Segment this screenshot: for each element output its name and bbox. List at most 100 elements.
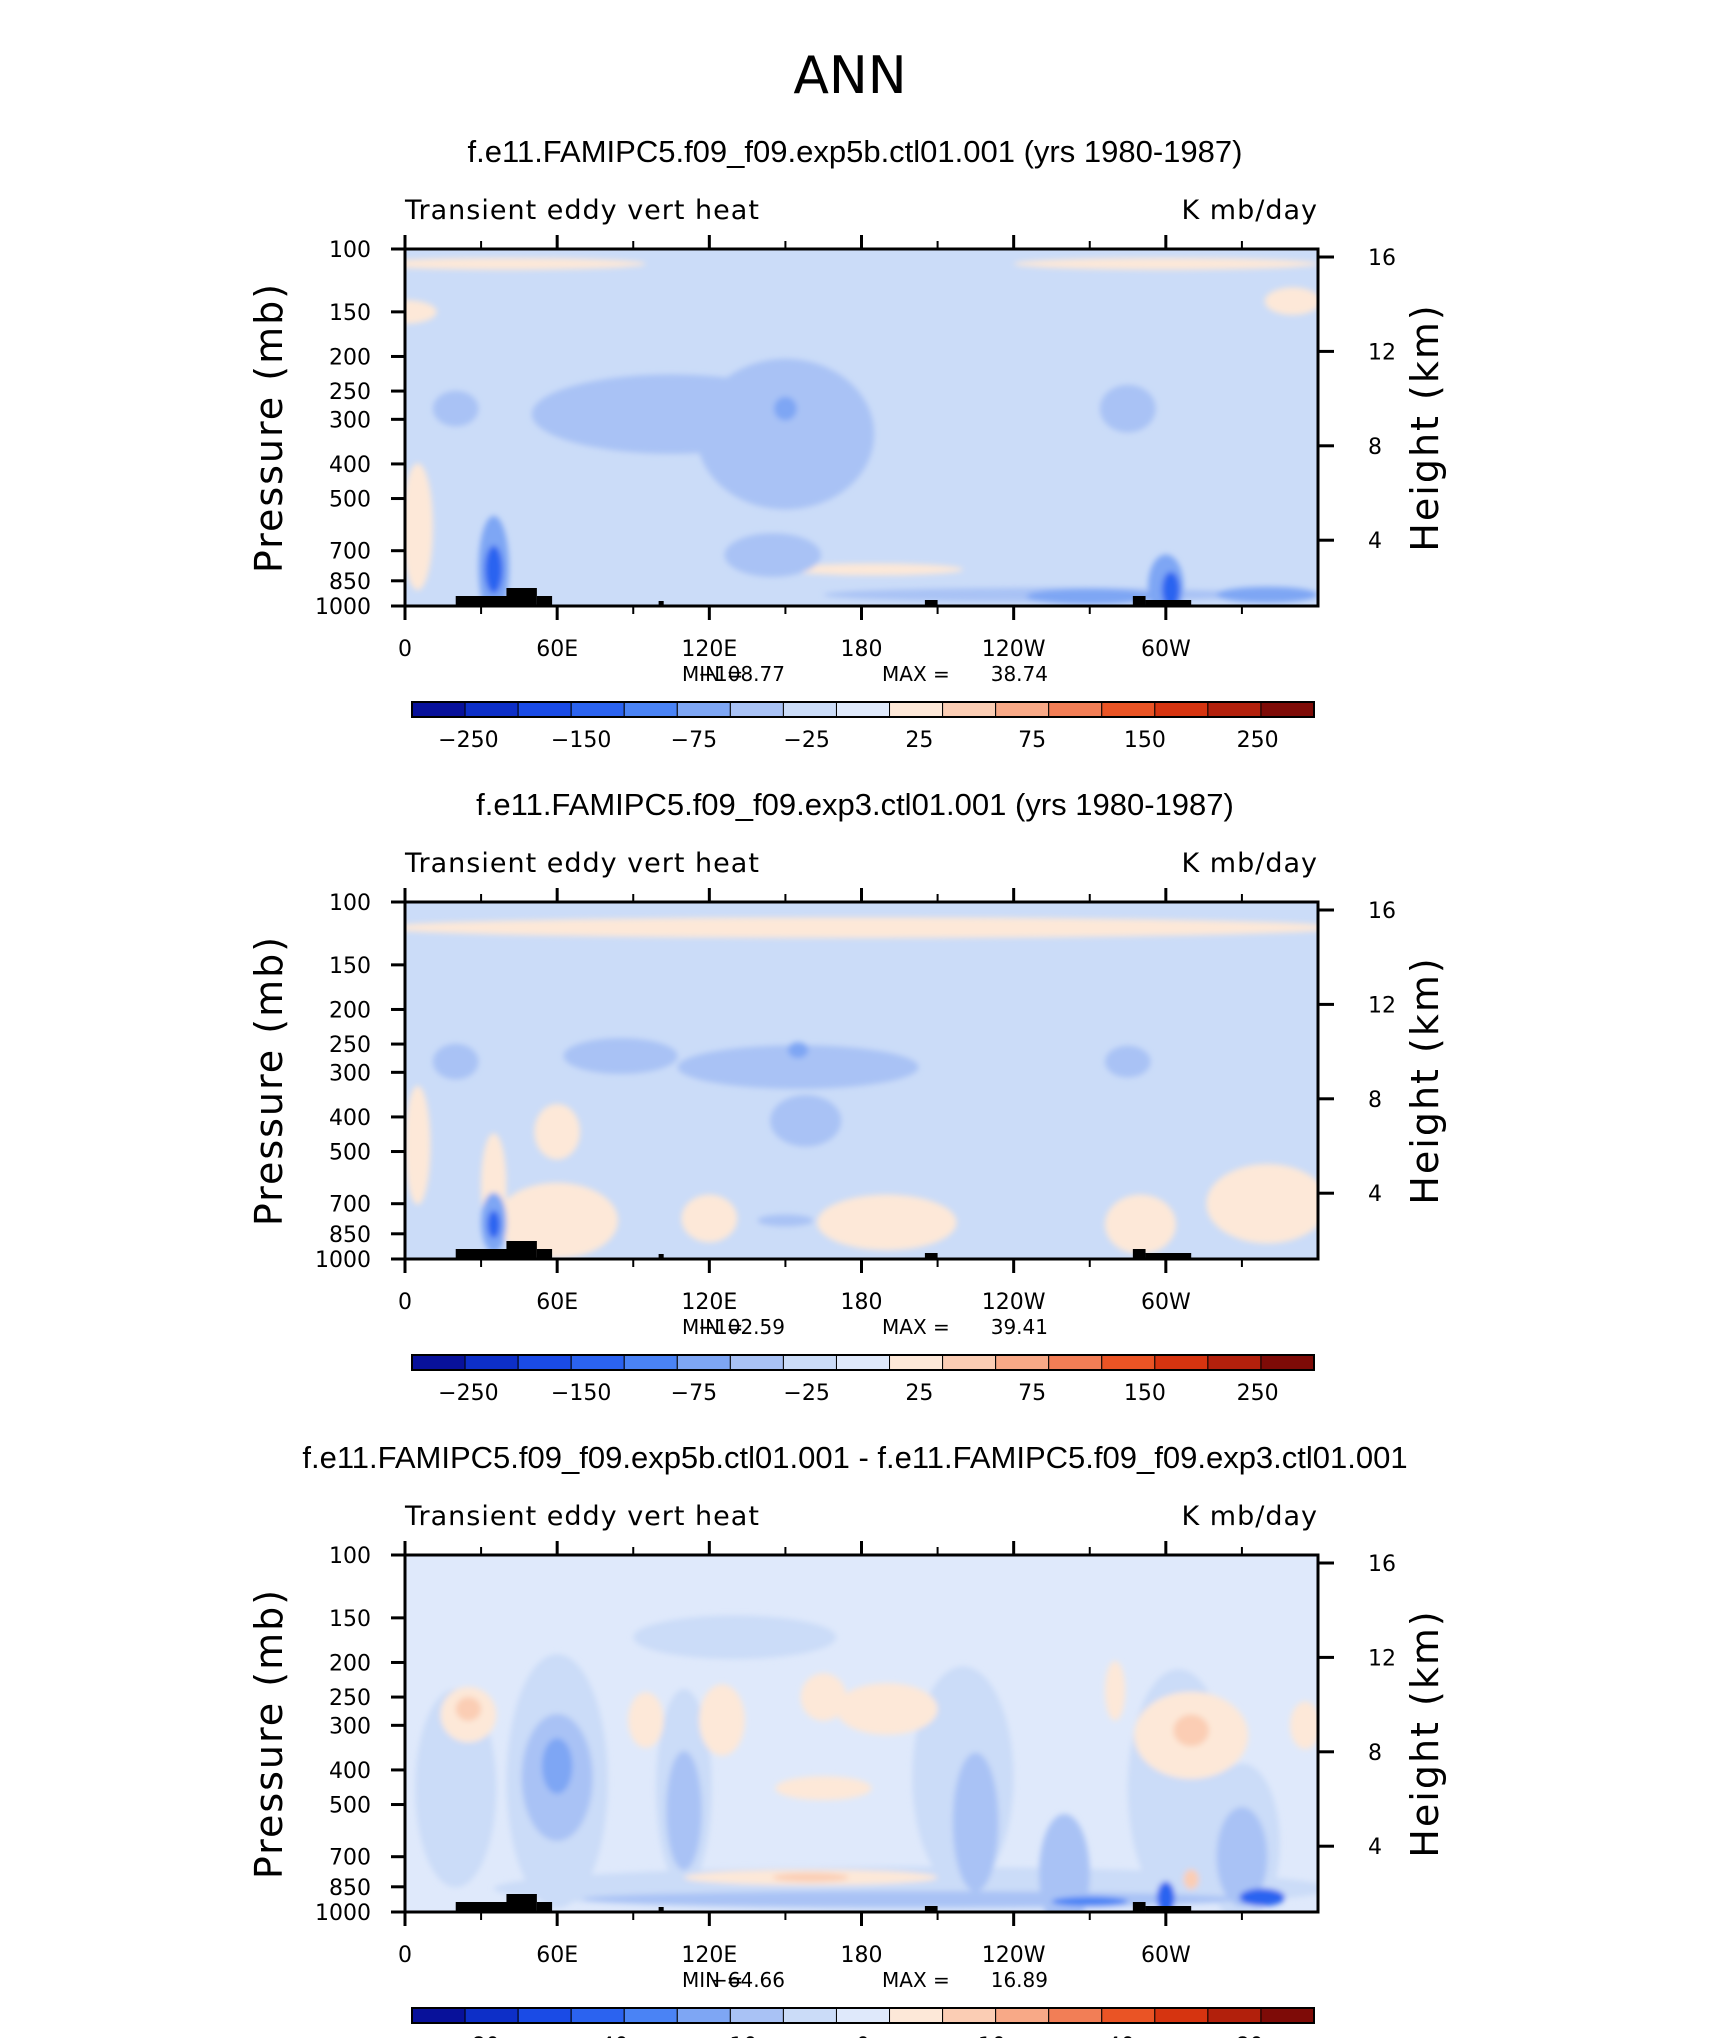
colorbar-label: −250 <box>438 728 498 753</box>
topography-mask <box>506 1241 537 1259</box>
colorbar-box <box>835 701 891 718</box>
colorbar-label: −40 <box>582 2034 628 2038</box>
y-tick-label: 300 <box>329 1061 371 1086</box>
contour-region <box>455 1697 482 1721</box>
y2-tick-label: 4 <box>1368 1182 1382 1207</box>
max-label: MAX = <box>882 662 950 686</box>
y-tick-label: 850 <box>329 1876 371 1901</box>
colorbar-box <box>942 701 997 718</box>
max-value: 16.89 <box>991 1968 1048 1992</box>
colorbar-box <box>729 2007 784 2024</box>
contour-region <box>405 1085 431 1205</box>
contour-region <box>699 1684 745 1756</box>
contour-region <box>1239 1888 1286 1907</box>
y-tick-label: 1000 <box>315 1248 371 1273</box>
contour-region <box>1104 1045 1151 1078</box>
colorbar-box <box>1260 701 1315 718</box>
x-tick-label: 120W <box>982 637 1046 662</box>
y-tick-label: 200 <box>329 998 371 1023</box>
colorbar-box <box>676 701 731 718</box>
y2-tick-label: 12 <box>1368 993 1396 1018</box>
y-tick-label: 150 <box>329 954 371 979</box>
contour-region <box>432 1043 479 1080</box>
figure-title: ANN <box>793 46 906 106</box>
y-tick-label: 200 <box>329 1651 371 1676</box>
colorbar-box <box>942 1354 997 1371</box>
colorbar-box <box>623 701 678 718</box>
colorbar-label: 150 <box>1124 1381 1166 1406</box>
colorbar-box <box>835 2007 891 2024</box>
y-tick-label: 250 <box>329 1686 371 1711</box>
contour-region <box>1264 287 1318 316</box>
colorbar-box <box>1101 701 1156 718</box>
contour-region <box>1156 1881 1175 1912</box>
y2-tick-label: 16 <box>1368 899 1396 924</box>
colorbar-box <box>782 1354 837 1371</box>
topography-mask <box>658 1254 664 1259</box>
contour-region <box>774 396 797 421</box>
y-tick-label: 850 <box>329 1223 371 1248</box>
x-tick-label: 120W <box>982 1290 1046 1315</box>
colorbar-box <box>464 2007 519 2024</box>
y2-tick-label: 16 <box>1368 246 1396 271</box>
colorbar-box <box>782 2007 837 2024</box>
x-tick-label: 60E <box>536 1290 578 1315</box>
y2-axis-title: Height (km) <box>1403 303 1447 551</box>
max-label: MAX = <box>882 1315 950 1339</box>
colorbar-box <box>517 701 572 718</box>
y-tick-label: 700 <box>329 1193 371 1218</box>
y2-tick-label: 4 <box>1368 529 1382 554</box>
colorbar-label: −75 <box>671 728 717 753</box>
contour-region <box>1051 1896 1128 1907</box>
contour-region <box>772 1873 849 1882</box>
contour-region <box>817 1194 957 1251</box>
colorbar-box <box>835 1354 891 1371</box>
colorbar-box <box>517 2007 572 2024</box>
x-tick-label: 60E <box>536 1943 578 1968</box>
y-tick-label: 100 <box>329 891 371 916</box>
colorbar-box <box>464 701 519 718</box>
topography-mask <box>1145 1906 1192 1912</box>
y-tick-label: 400 <box>329 453 371 478</box>
x-tick-label: 0 <box>398 1943 412 1968</box>
colorbar-label: 75 <box>1018 1381 1046 1406</box>
contour-region <box>696 358 875 510</box>
y-tick-label: 100 <box>329 1544 371 1569</box>
colorbar-label: −250 <box>438 1381 498 1406</box>
x-tick-label: 180 <box>841 637 883 662</box>
x-tick-label: 120E <box>681 1290 737 1315</box>
x-tick-label: 180 <box>841 1943 883 1968</box>
y2-tick-label: 4 <box>1368 1835 1382 1860</box>
topography-mask <box>1132 1902 1146 1912</box>
x-tick-label: 60W <box>1141 637 1191 662</box>
colorbar-label: −80 <box>453 2034 499 2038</box>
min-label: MIN = <box>682 662 743 686</box>
colorbar-box <box>623 1354 678 1371</box>
topography-mask <box>455 1902 520 1912</box>
contour-region <box>836 1683 938 1735</box>
y-tick-label: 500 <box>329 1141 371 1166</box>
topography-mask <box>658 1907 664 1912</box>
colorbar-box <box>889 701 944 718</box>
contour-field <box>405 902 1318 1259</box>
y-tick-label: 400 <box>329 1106 371 1131</box>
contour-region <box>666 1751 702 1871</box>
colorbar-label: −150 <box>551 1381 611 1406</box>
contour-region <box>405 463 433 591</box>
right-label: K mb/day <box>1182 195 1319 226</box>
colorbar-box <box>782 701 837 718</box>
contour-region <box>1206 1164 1318 1244</box>
x-tick-label: 60W <box>1141 1290 1191 1315</box>
max-value: 39.41 <box>991 1315 1048 1339</box>
x-tick-label: 0 <box>398 637 412 662</box>
colorbar-box <box>570 2007 625 2024</box>
y-tick-label: 400 <box>329 1759 371 1784</box>
contour-region <box>785 563 963 576</box>
y-tick-label: 100 <box>329 238 371 263</box>
colorbar-label: −25 <box>783 1381 829 1406</box>
panel-1: f.e11.FAMIPC5.f09_f09.exp5b.ctl01.001 (y… <box>247 134 1447 753</box>
topography-mask <box>506 1894 537 1912</box>
contour-region <box>1104 1660 1126 1721</box>
y-tick-label: 300 <box>329 408 371 433</box>
